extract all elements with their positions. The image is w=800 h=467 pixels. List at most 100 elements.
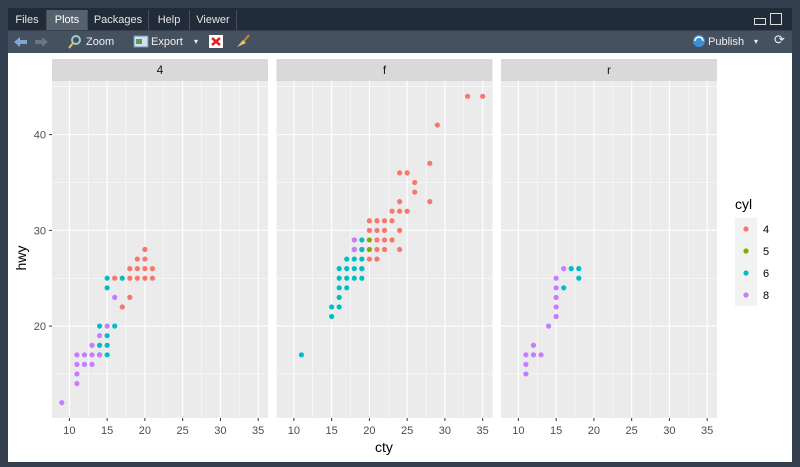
y-tick-label: 40: [34, 130, 46, 142]
point: [329, 304, 335, 310]
dropdown-caret[interactable]: ▾: [194, 37, 199, 46]
legend-marker: [743, 270, 749, 276]
legend-label: 5: [763, 246, 769, 258]
point: [374, 218, 380, 224]
point: [74, 380, 80, 387]
point: [336, 285, 342, 291]
point: [142, 266, 148, 272]
point: [74, 352, 80, 358]
point: [351, 246, 357, 253]
tab[interactable]: Packages: [88, 10, 149, 30]
zoom-button[interactable]: Zoom: [86, 36, 115, 48]
point: [336, 275, 342, 281]
point: [389, 237, 395, 243]
legend-label: 8: [763, 290, 769, 302]
publish-button[interactable]: Publish: [708, 36, 745, 48]
point: [397, 246, 403, 253]
refresh-button[interactable]: ⟳: [774, 32, 785, 47]
clear-icon[interactable]: [234, 33, 250, 49]
point: [397, 199, 403, 205]
point: [366, 218, 372, 224]
point: [366, 256, 372, 262]
point: [480, 93, 486, 99]
point: [96, 333, 103, 339]
x-tick-label: 35: [701, 425, 713, 437]
x-axis-title: cty: [375, 439, 393, 455]
export-button[interactable]: Export: [151, 36, 183, 48]
point: [142, 275, 148, 281]
point: [381, 218, 388, 224]
legend-label: 6: [763, 268, 769, 280]
point: [359, 275, 365, 281]
x-tick-label: 15: [101, 425, 113, 437]
point: [96, 323, 103, 329]
point: [336, 294, 342, 300]
point: [530, 342, 537, 348]
point: [96, 342, 103, 348]
point: [553, 285, 559, 291]
point: [74, 361, 80, 367]
point: [127, 266, 133, 272]
dropdown-caret[interactable]: ▾: [754, 37, 759, 46]
tab[interactable]: Files: [8, 10, 47, 30]
x-tick-label: 25: [177, 425, 189, 437]
point: [119, 275, 125, 281]
x-tick-label: 15: [326, 425, 338, 437]
y-tick-label: 30: [34, 225, 46, 237]
point: [381, 227, 388, 233]
point: [397, 170, 403, 176]
point: [576, 275, 582, 281]
point: [344, 256, 350, 262]
maximize-icon[interactable]: [770, 13, 782, 25]
point: [344, 285, 350, 291]
export-icon[interactable]: [133, 34, 149, 48]
point: [530, 352, 537, 358]
strip: [501, 59, 717, 81]
point: [366, 237, 372, 243]
plot: cty hwy cyl 4 10 15 20 25 30 35 20 30 40 f 10 15 20 25…: [13, 59, 769, 455]
x-tick-label: 10: [288, 425, 300, 437]
point: [538, 352, 544, 358]
point: [59, 400, 65, 406]
x-tick-label: 30: [214, 425, 226, 437]
panel: [52, 81, 268, 418]
point: [374, 256, 380, 262]
tab[interactable]: Viewer: [190, 10, 237, 30]
point: [74, 371, 80, 377]
minimize-icon[interactable]: [754, 18, 766, 25]
point: [374, 246, 380, 253]
x-tick-label: 30: [439, 425, 451, 437]
publish-icon[interactable]: [691, 34, 707, 48]
tab-bar: Files Plots Packages Help Viewer: [8, 8, 792, 30]
point: [434, 122, 440, 128]
point: [374, 237, 380, 243]
point: [381, 246, 388, 253]
legend-marker: [743, 248, 749, 254]
point: [149, 266, 156, 272]
x-tick-label: 30: [663, 425, 675, 437]
point: [112, 294, 118, 300]
nav-arrows[interactable]: [12, 35, 52, 49]
point: [89, 352, 95, 358]
legend-title: cyl: [735, 196, 752, 212]
point: [134, 275, 140, 281]
tab[interactable]: Help: [149, 10, 190, 30]
x-tick-label: 10: [512, 425, 524, 437]
point: [351, 237, 357, 243]
point: [397, 227, 403, 233]
remove-plot-icon[interactable]: [208, 34, 224, 49]
point: [359, 237, 365, 243]
plot-area: cty hwy cyl 4 10 15 20 25 30 35 20 30 40 f 10 15 20 25…: [8, 53, 792, 462]
point: [104, 352, 110, 358]
x-tick-label: 35: [477, 425, 489, 437]
x-tick-label: 15: [550, 425, 562, 437]
toolbar: Zoom Export ▾ Publish ▾ ⟳: [8, 31, 792, 53]
tab[interactable]: Plots: [47, 10, 88, 30]
zoom-icon[interactable]: [68, 34, 82, 49]
point: [104, 342, 110, 348]
point: [134, 266, 140, 272]
point: [523, 352, 529, 358]
point: [397, 208, 403, 214]
point: [366, 246, 372, 253]
